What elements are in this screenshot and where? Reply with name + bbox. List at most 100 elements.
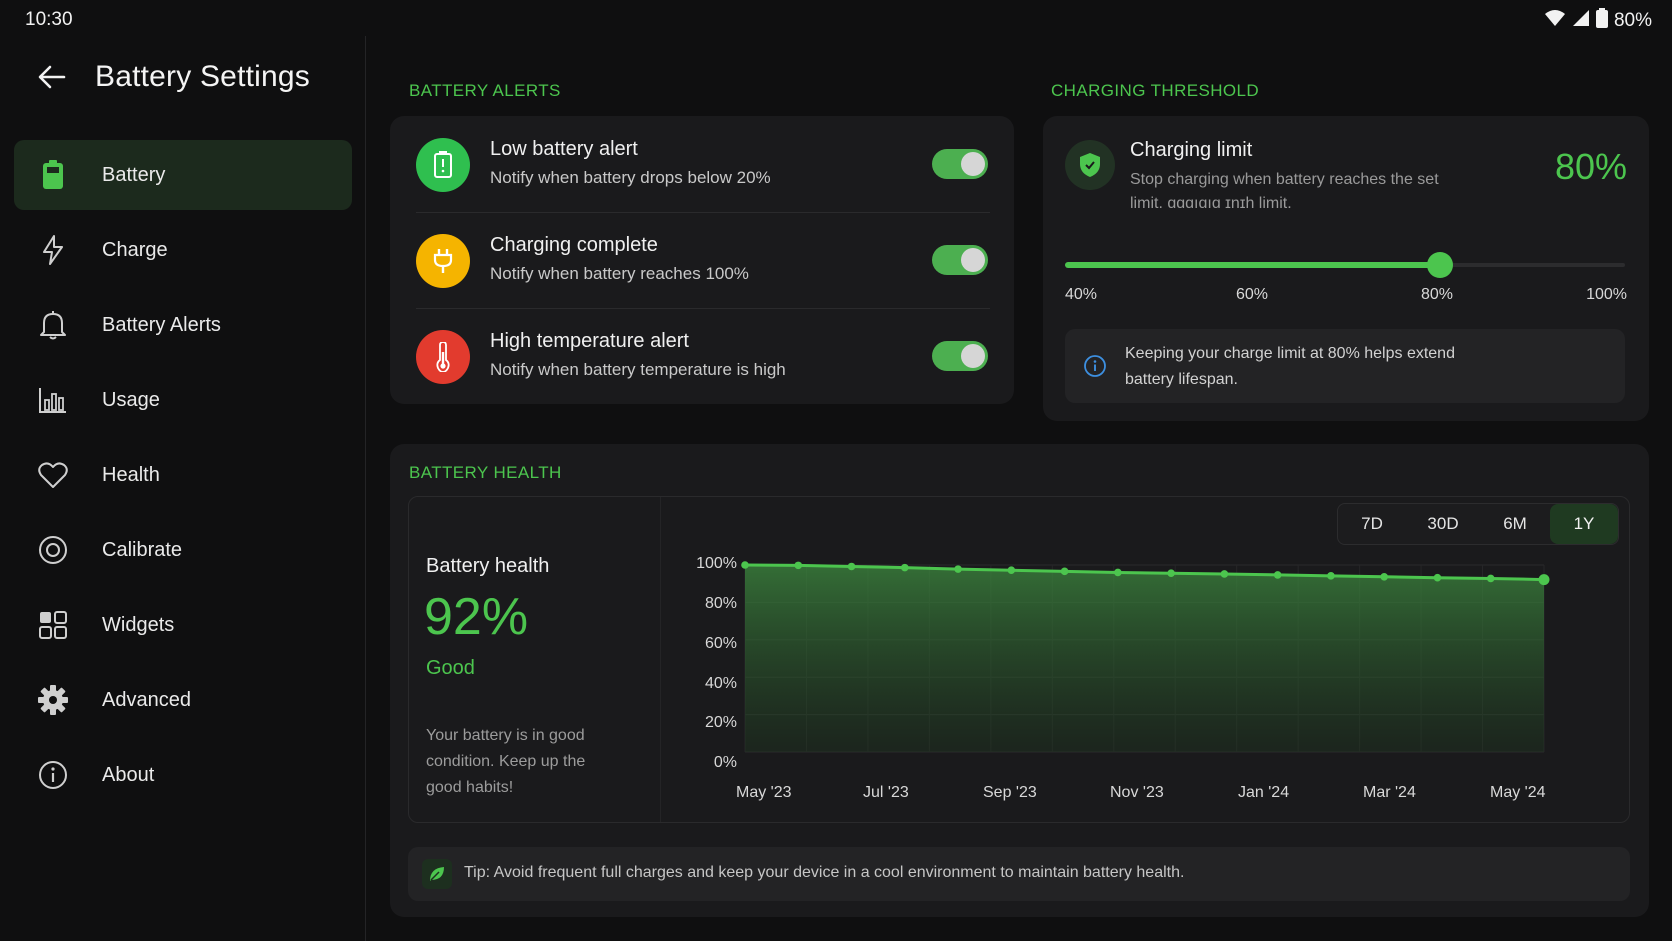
alert-title: High temperature alert <box>490 330 689 352</box>
data-point <box>1273 571 1282 579</box>
thermometer-icon <box>416 330 470 384</box>
high-temperature-toggle[interactable] <box>932 341 988 371</box>
gear-icon <box>36 683 70 717</box>
panel-divider <box>660 497 661 822</box>
alert-row-charging-complete: Charging complete Notify when battery re… <box>390 212 1014 308</box>
heart-icon <box>36 458 70 492</box>
info-icon <box>36 758 70 792</box>
grid-icon <box>36 608 70 642</box>
slider-thumb[interactable] <box>1427 252 1454 278</box>
sidebar-item-health[interactable]: Health <box>14 440 352 510</box>
sidebar-item-usage[interactable]: Usage <box>14 365 352 435</box>
timeframe-6m[interactable]: 6M <box>1503 514 1527 533</box>
y-tick-label: 20% <box>704 714 737 731</box>
y-tick-label: 40% <box>704 675 737 692</box>
data-point <box>741 561 749 569</box>
slider-fill <box>1065 262 1441 268</box>
sidebar-item-battery-alerts[interactable]: Battery Alerts <box>14 290 352 360</box>
target-icon <box>36 533 70 567</box>
sidebar-item-battery[interactable]: Battery <box>14 140 352 210</box>
charging-complete-toggle[interactable] <box>932 245 988 275</box>
alert-title: Low battery alert <box>490 138 638 160</box>
toggle-knob <box>961 248 985 272</box>
bolt-icon <box>36 233 70 267</box>
health-label: Battery health <box>426 555 550 577</box>
slider-tick-label: 60% <box>1236 286 1269 303</box>
info-line: Keeping your charge limit at 80% helps e… <box>1125 345 1455 362</box>
data-point <box>1433 573 1442 582</box>
sidebar-item-label: Calibrate <box>102 538 183 561</box>
x-tick-label: Mar '24 <box>1363 784 1416 801</box>
x-tick-label: Jul '23 <box>863 784 909 801</box>
bell-icon <box>36 308 70 342</box>
description-line: Stop charging when battery reaches the s… <box>1130 171 1439 188</box>
shield-icon <box>1065 140 1115 190</box>
sidebar-header: Battery Settings <box>36 60 310 94</box>
status-icons: 80% <box>1544 8 1652 34</box>
description-line: Your battery is in good <box>426 727 585 744</box>
arrow-left-icon <box>38 65 66 89</box>
sidebar-item-label: Usage <box>102 388 160 411</box>
back-button[interactable] <box>36 61 68 93</box>
toggle-knob <box>961 152 985 176</box>
data-point <box>1114 568 1122 577</box>
description-line: condition. Keep up the <box>426 753 586 770</box>
y-tick-label: 60% <box>704 635 737 652</box>
sidebar-item-calibrate[interactable]: Calibrate <box>14 515 352 585</box>
slider-tick-label: 40% <box>1065 286 1098 303</box>
data-point <box>1486 574 1495 583</box>
sidebar-item-widgets[interactable]: Widgets <box>14 590 352 660</box>
sidebar: Battery Settings Battery Charge Battery … <box>0 36 366 941</box>
sidebar-nav: Battery Charge Battery Alerts Usage Heal… <box>14 140 352 815</box>
wifi-icon <box>1544 9 1566 33</box>
y-tick-label: 0% <box>713 754 737 771</box>
leaf-icon <box>422 859 452 889</box>
x-tick-label: May '24 <box>1490 784 1546 801</box>
battery-percent: 80% <box>1613 10 1652 31</box>
sidebar-item-about[interactable]: About <box>14 740 352 810</box>
timeframe-30d[interactable]: 30D <box>1427 514 1459 533</box>
x-tick-label: Jan '24 <box>1238 784 1290 801</box>
status-time: 10:30 <box>25 9 73 30</box>
charging-limit-description: Stop charging when battery reaches the s… <box>1130 168 1439 216</box>
data-point <box>1167 569 1175 578</box>
alert-subtitle: Notify when battery temperature is high <box>490 360 786 379</box>
data-point <box>1380 572 1388 581</box>
alert-title: Charging complete <box>490 234 658 256</box>
sidebar-item-advanced[interactable]: Advanced <box>14 665 352 735</box>
data-point <box>847 562 856 571</box>
timeframe-1y[interactable]: 1Y <box>1550 504 1618 544</box>
info-text: Keeping your charge limit at 80% helps e… <box>1125 341 1455 393</box>
status-bar: 10:30 80% <box>0 0 1672 36</box>
tip-banner: Tip: Avoid frequent full charges and kee… <box>408 847 1630 901</box>
health-section-label: BATTERY HEALTH <box>409 463 562 482</box>
divider <box>416 212 990 213</box>
sidebar-item-label: Battery <box>102 163 166 186</box>
data-point <box>1060 567 1069 576</box>
timeframe-selector: 7D 30D 6M 1Y <box>1337 503 1619 545</box>
health-status: Good <box>426 657 475 679</box>
battery-alert-icon <box>416 138 470 192</box>
plug-icon <box>416 234 470 288</box>
threshold-card: Charging limit Stop charging when batter… <box>1043 116 1649 421</box>
divider <box>416 308 990 309</box>
description-line: limit. ɑɑɑıɑıɑ ɪnɪh limit. <box>1130 195 1292 212</box>
health-card: BATTERY HEALTH Battery health 92% Good Y… <box>390 444 1649 917</box>
data-point <box>1007 566 1016 575</box>
low-battery-toggle[interactable] <box>932 149 988 179</box>
charging-limit-slider[interactable] <box>1065 252 1625 278</box>
data-point <box>1327 572 1335 580</box>
alert-subtitle: Notify when battery drops below 20% <box>490 168 771 187</box>
y-tick-label: 100% <box>696 555 737 572</box>
sidebar-item-charge[interactable]: Charge <box>14 215 352 285</box>
alert-row-low-battery: Low battery alert Notify when battery dr… <box>390 116 1014 212</box>
slider-tick-label: 80% <box>1421 286 1454 303</box>
battery-status-icon <box>1595 8 1608 34</box>
health-line <box>744 563 1545 582</box>
page-title: Battery Settings <box>95 60 310 93</box>
health-value: 92% <box>424 588 529 646</box>
toggle-knob <box>961 344 985 368</box>
bar-chart-icon <box>36 383 70 417</box>
timeframe-7d[interactable]: 7D <box>1361 514 1383 533</box>
alert-subtitle: Notify when battery reaches 100% <box>490 264 749 283</box>
